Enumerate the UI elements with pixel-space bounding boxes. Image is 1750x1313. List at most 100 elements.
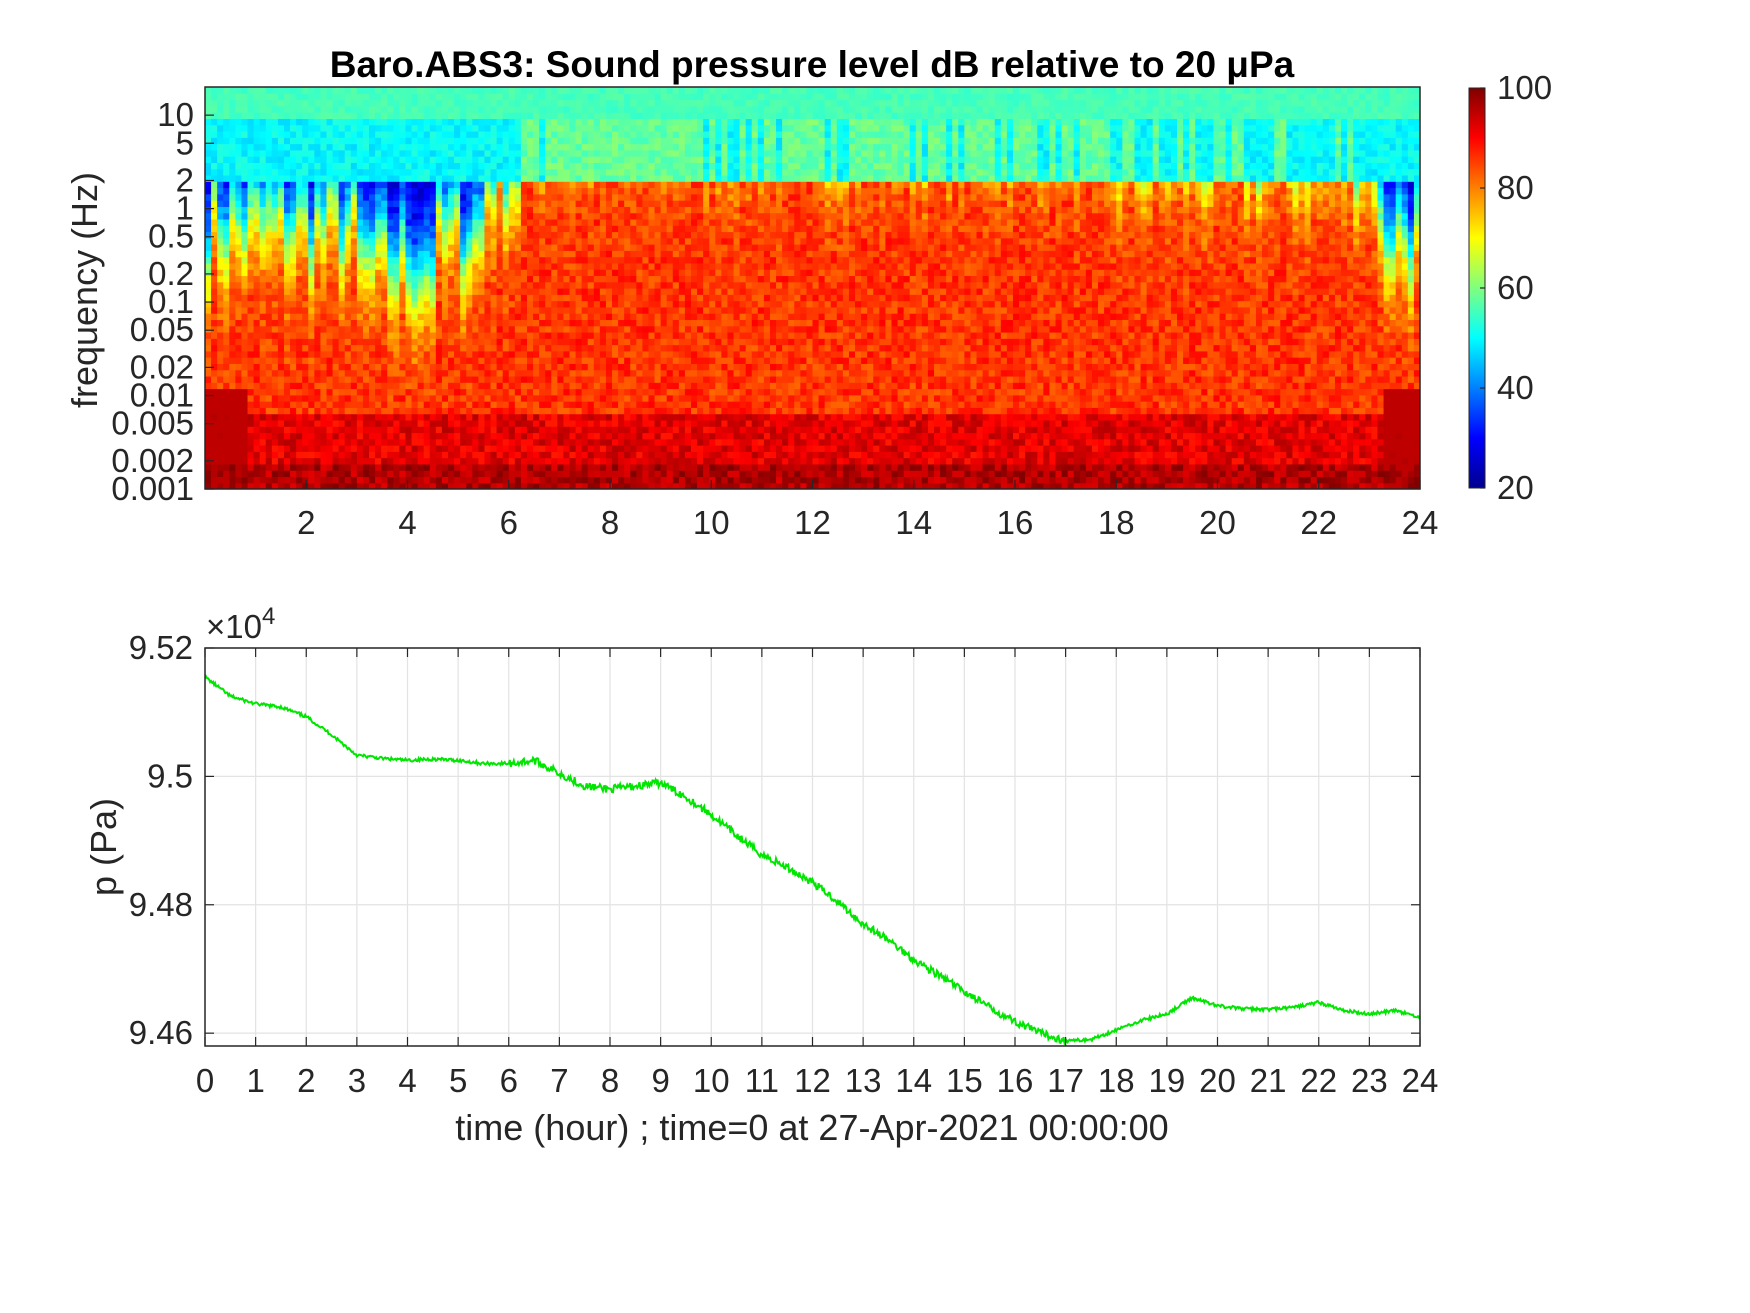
heatmap-cell (435, 407, 443, 415)
heatmap-cell (308, 463, 315, 471)
heatmap-cell (441, 250, 449, 258)
heatmap-cell (502, 357, 510, 364)
heatmap-cell (605, 401, 613, 408)
heatmap-cell (217, 294, 224, 302)
heatmap-cell (314, 200, 322, 207)
heatmap-cell (314, 225, 322, 233)
heatmap-cell (308, 256, 315, 264)
heatmap-cell (375, 482, 382, 489)
heatmap-cell (405, 382, 413, 390)
heatmap-cell (666, 130, 674, 138)
heatmap-cell (569, 319, 577, 327)
heatmap-cell (320, 162, 328, 170)
heatmap-cell (235, 218, 243, 226)
heatmap-cell (630, 244, 637, 251)
heatmap-cell (612, 438, 619, 446)
heatmap-cell (326, 288, 334, 295)
heatmap-cell (545, 143, 552, 151)
heatmap-cell (296, 445, 303, 452)
heatmap-cell (217, 407, 224, 415)
heatmap-cell (581, 112, 589, 120)
heatmap-cell (539, 388, 546, 396)
heatmap-cell (429, 413, 437, 421)
heatmap-cell (460, 112, 467, 120)
heatmap-cell (356, 350, 364, 358)
heatmap-cell (605, 281, 613, 289)
heatmap-cell (508, 99, 516, 107)
heatmap-cell (296, 275, 303, 283)
heatmap-cell (466, 375, 473, 383)
heatmap-cell (599, 218, 607, 226)
heatmap-cell (496, 419, 504, 427)
heatmap-cell (417, 130, 425, 138)
heatmap-cell (508, 313, 516, 321)
heatmap-cell (417, 463, 425, 471)
heatmap-cell (636, 300, 643, 308)
heatmap-cell (417, 407, 425, 415)
heatmap-cell (375, 193, 382, 201)
heatmap-cell (241, 476, 249, 484)
heatmap-cell (569, 244, 577, 251)
heatmap-cell (581, 105, 589, 113)
heatmap-cell (356, 294, 364, 302)
heatmap-cell (672, 357, 680, 364)
heatmap-cell (460, 300, 467, 308)
heatmap-cell (514, 193, 522, 201)
heatmap-cell (666, 168, 674, 176)
heatmap-cell (636, 174, 643, 182)
heatmap-cell (448, 413, 455, 421)
heatmap-cell (557, 143, 565, 151)
heatmap-cell (605, 451, 613, 459)
heatmap-cell (448, 306, 455, 314)
heatmap-cell (417, 288, 425, 295)
heatmap-cell (290, 338, 297, 346)
heatmap-cell (405, 413, 413, 421)
heatmap-cell (229, 212, 236, 220)
heatmap-cell (375, 438, 382, 446)
heatmap-cell (526, 313, 534, 321)
heatmap-cell (326, 432, 334, 440)
heatmap-cell (587, 99, 595, 107)
heatmap-cell (387, 275, 394, 283)
heatmap-cell (290, 463, 297, 471)
heatmap-cell (448, 313, 455, 321)
heatmap-cell (393, 269, 400, 277)
heatmap-cell (302, 237, 309, 245)
heatmap-cell (545, 419, 552, 427)
heatmap-cell (672, 149, 680, 157)
heatmap-cell (563, 319, 571, 327)
heatmap-cell (551, 174, 558, 182)
heatmap-cell (539, 306, 546, 314)
heatmap-cell (435, 218, 443, 226)
heatmap-cell (593, 212, 601, 220)
heatmap-cell (678, 470, 686, 478)
heatmap-cell (587, 288, 595, 295)
heatmap-cell (660, 275, 668, 283)
heatmap-cell (605, 256, 613, 264)
heatmap-cell (369, 156, 376, 163)
heatmap-cell (265, 457, 273, 465)
heatmap-cell (466, 93, 473, 101)
heatmap-cell (435, 338, 443, 346)
heatmap-cell (235, 237, 243, 245)
heatmap-cell (508, 237, 516, 245)
heatmap-cell (666, 338, 674, 346)
heatmap-cell (502, 206, 510, 214)
heatmap-cell (253, 306, 261, 314)
heatmap-cell (599, 118, 607, 126)
heatmap-cell (551, 218, 558, 226)
heatmap-cell (326, 187, 334, 195)
heatmap-cell (332, 350, 340, 358)
heatmap-cell (478, 413, 486, 421)
heatmap-cell (648, 338, 656, 346)
heatmap-cell (259, 401, 267, 408)
heatmap-cell (362, 482, 370, 489)
heatmap-cell (502, 231, 510, 239)
heatmap-cell (612, 394, 619, 402)
heatmap-cell (320, 137, 328, 145)
heatmap-cell (308, 225, 315, 233)
heatmap-cell (526, 206, 534, 214)
heatmap-cell (229, 105, 236, 113)
heatmap-cell (666, 149, 674, 157)
heatmap-cell (581, 338, 589, 346)
